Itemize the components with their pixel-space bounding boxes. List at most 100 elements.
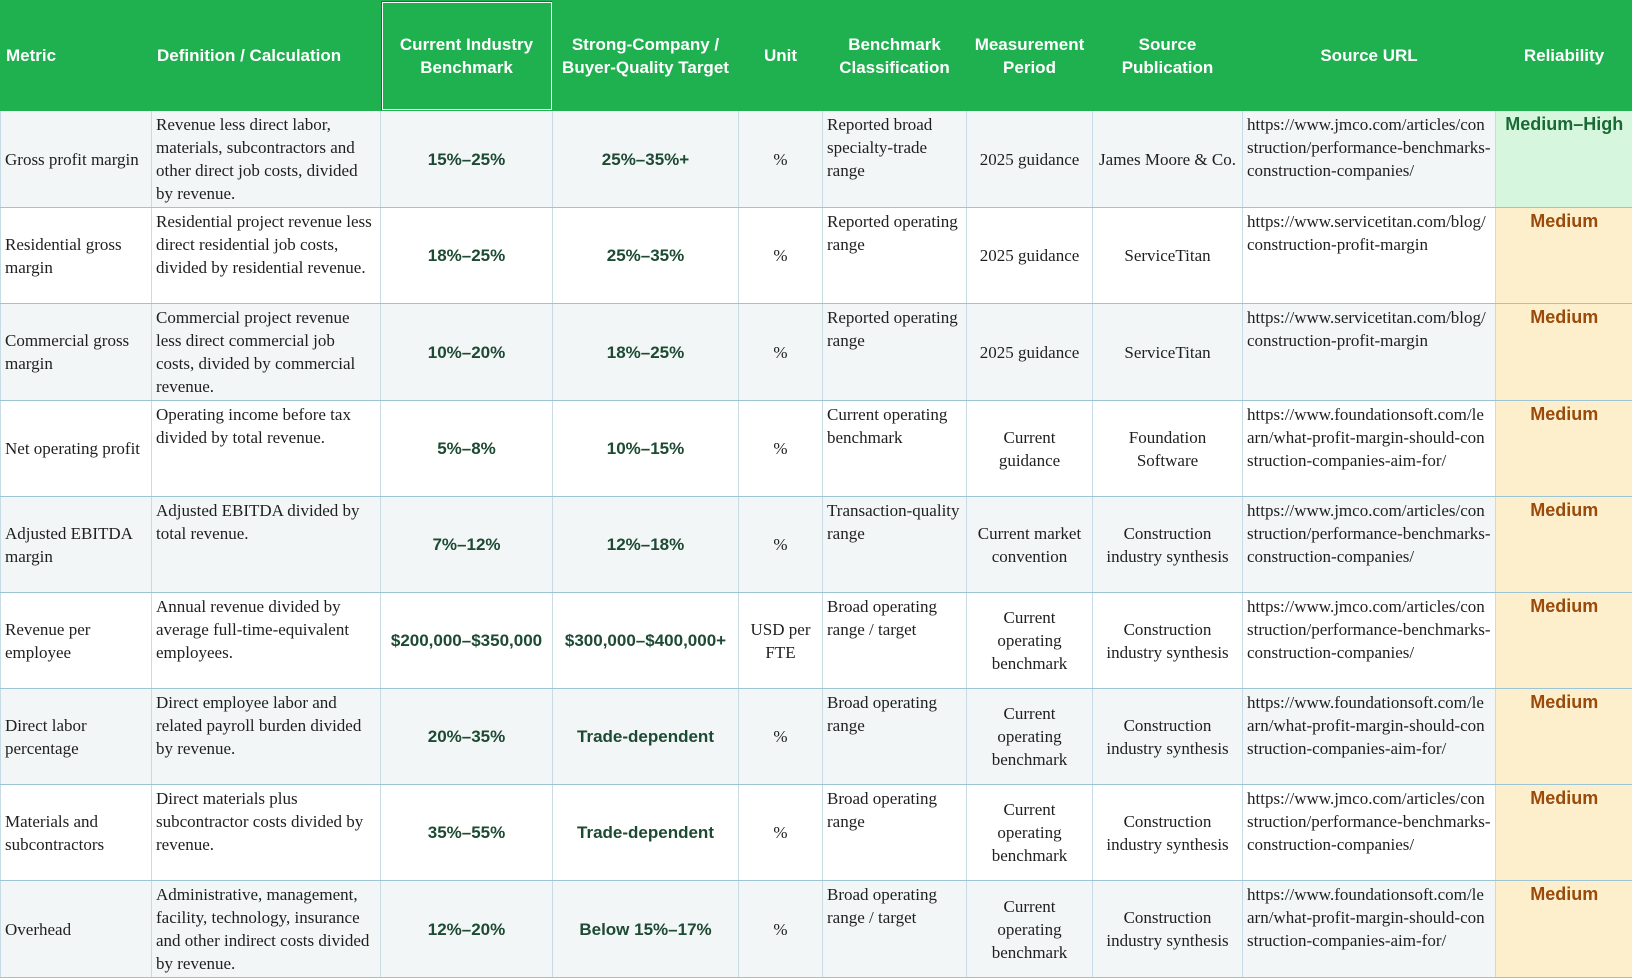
unit-cell[interactable]: % [739, 111, 823, 208]
classification-cell[interactable]: Broad operating range [823, 785, 967, 881]
header-unit[interactable]: Unit [739, 1, 823, 111]
period-cell[interactable]: 2025 guidance [967, 304, 1093, 401]
definition-cell[interactable]: Direct employee labor and related payrol… [152, 689, 381, 785]
reliability-cell[interactable]: Medium–High [1496, 111, 1632, 208]
publication-cell[interactable]: Construction industry synthesis [1093, 593, 1243, 689]
unit-cell[interactable]: % [739, 208, 823, 304]
period-cell[interactable]: 2025 guidance [967, 208, 1093, 304]
classification-cell[interactable]: Reported broad specialty-trade range [823, 111, 967, 208]
header-definition[interactable]: Definition / Calculation [152, 1, 381, 111]
target-cell[interactable]: Trade-dependent [553, 689, 739, 785]
classification-cell[interactable]: Transaction-quality range [823, 497, 967, 593]
target-cell[interactable]: 12%–18% [553, 497, 739, 593]
reliability-cell[interactable]: Medium [1496, 304, 1632, 401]
unit-cell[interactable]: % [739, 785, 823, 881]
publication-cell[interactable]: Construction industry synthesis [1093, 497, 1243, 593]
metric-cell[interactable]: Commercial gross margin [1, 304, 152, 401]
target-cell[interactable]: 25%–35%+ [553, 111, 739, 208]
benchmark-cell[interactable]: $200,000–$350,000 [381, 593, 553, 689]
period-cell[interactable]: Current operating benchmark [967, 881, 1093, 978]
publication-cell[interactable]: James Moore & Co. [1093, 111, 1243, 208]
header-publication[interactable]: Source Publication [1093, 1, 1243, 111]
url-cell[interactable]: https://www.servicetitan.com/blog/constr… [1243, 208, 1496, 304]
publication-cell[interactable]: ServiceTitan [1093, 208, 1243, 304]
publication-cell[interactable]: Foundation Software [1093, 401, 1243, 497]
definition-cell[interactable]: Adjusted EBITDA divided by total revenue… [152, 497, 381, 593]
url-cell[interactable]: https://www.foundationsoft.com/learn/wha… [1243, 881, 1496, 978]
reliability-cell[interactable]: Medium [1496, 497, 1632, 593]
target-cell[interactable]: Trade-dependent [553, 785, 739, 881]
definition-cell[interactable]: Commercial project revenue less direct c… [152, 304, 381, 401]
metric-cell[interactable]: Net operating profit [1, 401, 152, 497]
metric-cell[interactable]: Adjusted EBITDA margin [1, 497, 152, 593]
url-cell[interactable]: https://www.foundationsoft.com/learn/wha… [1243, 401, 1496, 497]
definition-cell[interactable]: Revenue less direct labor, materials, su… [152, 111, 381, 208]
benchmark-cell[interactable]: 12%–20% [381, 881, 553, 978]
definition-cell[interactable]: Annual revenue divided by average full-t… [152, 593, 381, 689]
publication-cell[interactable]: ServiceTitan [1093, 304, 1243, 401]
unit-cell[interactable]: % [739, 881, 823, 978]
url-cell[interactable]: https://www.jmco.com/articles/constructi… [1243, 497, 1496, 593]
url-cell[interactable]: https://www.jmco.com/articles/constructi… [1243, 593, 1496, 689]
publication-cell[interactable]: Construction industry synthesis [1093, 785, 1243, 881]
benchmark-cell[interactable]: 15%–25% [381, 111, 553, 208]
publication-cell[interactable]: Construction industry synthesis [1093, 881, 1243, 978]
period-cell[interactable]: 2025 guidance [967, 111, 1093, 208]
target-cell[interactable]: 25%–35% [553, 208, 739, 304]
url-cell[interactable]: https://www.foundationsoft.com/learn/wha… [1243, 689, 1496, 785]
target-cell[interactable]: 18%–25% [553, 304, 739, 401]
metric-cell[interactable]: Gross profit margin [1, 111, 152, 208]
period-cell[interactable]: Current operating benchmark [967, 593, 1093, 689]
reliability-cell[interactable]: Medium [1496, 881, 1632, 978]
reliability-cell[interactable]: Medium [1496, 593, 1632, 689]
header-target[interactable]: Strong-Company / Buyer-Quality Target [553, 1, 739, 111]
url-cell[interactable]: https://www.jmco.com/articles/constructi… [1243, 111, 1496, 208]
classification-cell[interactable]: Broad operating range / target [823, 593, 967, 689]
unit-cell[interactable]: % [739, 401, 823, 497]
definition-cell[interactable]: Administrative, management, facility, te… [152, 881, 381, 978]
period-cell[interactable]: Current operating benchmark [967, 689, 1093, 785]
classification-cell[interactable]: Broad operating range / target [823, 881, 967, 978]
header-period[interactable]: Measurement Period [967, 1, 1093, 111]
header-url[interactable]: Source URL [1243, 1, 1496, 111]
period-cell[interactable]: Current operating benchmark [967, 785, 1093, 881]
period-cell[interactable]: Current market convention [967, 497, 1093, 593]
classification-cell[interactable]: Reported operating range [823, 208, 967, 304]
header-classification[interactable]: Benchmark Classification [823, 1, 967, 111]
reliability-cell[interactable]: Medium [1496, 208, 1632, 304]
metric-cell[interactable]: Revenue per employee [1, 593, 152, 689]
definition-cell[interactable]: Operating income before tax divided by t… [152, 401, 381, 497]
metric-cell[interactable]: Direct labor percentage [1, 689, 152, 785]
unit-cell[interactable]: % [739, 497, 823, 593]
benchmark-cell[interactable]: 35%–55% [381, 785, 553, 881]
header-reliability[interactable]: Reliability [1496, 1, 1632, 111]
benchmark-cell[interactable]: 10%–20% [381, 304, 553, 401]
url-cell[interactable]: https://www.servicetitan.com/blog/constr… [1243, 304, 1496, 401]
period-cell[interactable]: Current guidance [967, 401, 1093, 497]
definition-cell[interactable]: Direct materials plus subcontractor cost… [152, 785, 381, 881]
metric-cell[interactable]: Overhead [1, 881, 152, 978]
classification-cell[interactable]: Reported operating range [823, 304, 967, 401]
header-benchmark[interactable]: Current Industry Benchmark [381, 1, 553, 111]
target-cell[interactable]: Below 15%–17% [553, 881, 739, 978]
benchmark-cell[interactable]: 7%–12% [381, 497, 553, 593]
benchmark-cell[interactable]: 18%–25% [381, 208, 553, 304]
unit-cell[interactable]: % [739, 689, 823, 785]
reliability-cell[interactable]: Medium [1496, 785, 1632, 881]
reliability-cell[interactable]: Medium [1496, 401, 1632, 497]
classification-cell[interactable]: Current operating benchmark [823, 401, 967, 497]
benchmark-cell[interactable]: 5%–8% [381, 401, 553, 497]
metric-cell[interactable]: Residential gross margin [1, 208, 152, 304]
target-cell[interactable]: $300,000–$400,000+ [553, 593, 739, 689]
benchmark-cell[interactable]: 20%–35% [381, 689, 553, 785]
definition-cell[interactable]: Residential project revenue less direct … [152, 208, 381, 304]
reliability-cell[interactable]: Medium [1496, 689, 1632, 785]
url-cell[interactable]: https://www.jmco.com/articles/constructi… [1243, 785, 1496, 881]
classification-cell[interactable]: Broad operating range [823, 689, 967, 785]
metric-cell[interactable]: Materials and subcontractors [1, 785, 152, 881]
target-cell[interactable]: 10%–15% [553, 401, 739, 497]
publication-cell[interactable]: Construction industry synthesis [1093, 689, 1243, 785]
unit-cell[interactable]: % [739, 304, 823, 401]
unit-cell[interactable]: USD per FTE [739, 593, 823, 689]
header-metric[interactable]: Metric [1, 1, 152, 111]
